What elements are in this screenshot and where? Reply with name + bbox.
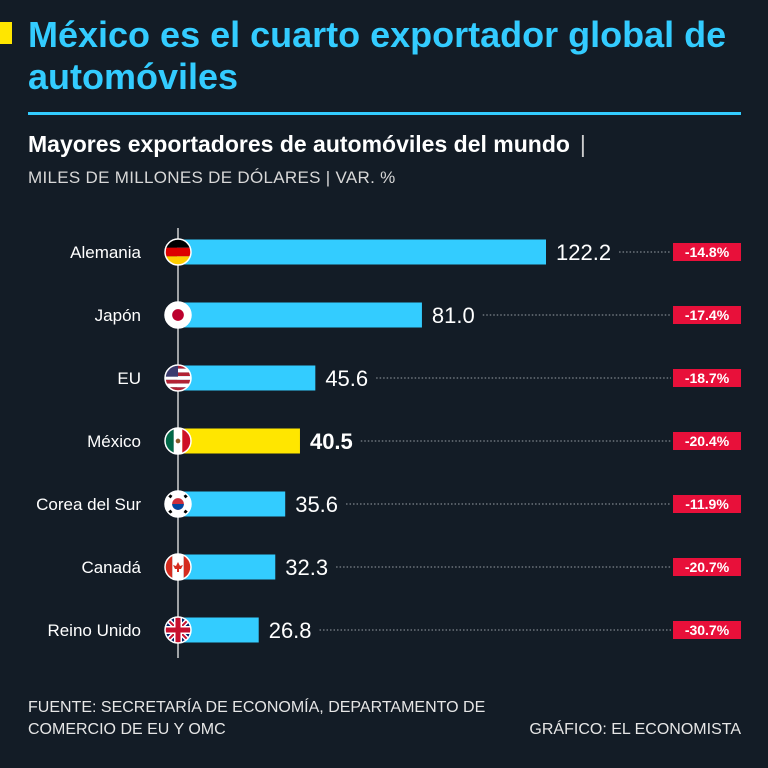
change-badge — [673, 621, 741, 639]
value-label: 81.0 — [432, 303, 475, 328]
flag-part — [165, 383, 191, 388]
category-label: Canadá — [81, 558, 141, 577]
flag-part — [165, 247, 191, 257]
title-divider — [28, 112, 741, 115]
flag-outline — [164, 301, 192, 329]
germany-flag-icon — [165, 239, 191, 265]
category-label: México — [87, 432, 141, 451]
category-label: Alemania — [70, 243, 141, 262]
bar — [178, 491, 286, 517]
flag-part — [165, 376, 191, 380]
value-label: 35.6 — [295, 492, 338, 517]
change-label: -20.7% — [685, 559, 730, 575]
credit-note: GRÁFICO: EL ECONOMISTA — [529, 721, 741, 738]
bar — [178, 554, 276, 580]
flag-outline — [164, 616, 192, 644]
change-badge — [673, 432, 741, 450]
value-label: 26.8 — [269, 618, 312, 643]
bar-row: Corea del Sur 35.6 -11.9% — [36, 490, 741, 518]
bar-row: Reino Unido 26.8 -30.7% — [47, 616, 741, 644]
subtitle-text: Mayores exportadores de automóviles del … — [28, 131, 570, 157]
chart-units: MILES DE MILLONES DE DÓLARES | VAR. % — [28, 168, 396, 187]
chart-subtitle: Mayores exportadores de automóviles del … — [28, 131, 586, 158]
category-label: Reino Unido — [47, 621, 141, 640]
usa-flag-icon — [165, 365, 191, 391]
flag-part — [173, 562, 183, 572]
bar — [178, 239, 546, 265]
flag-part — [165, 387, 191, 391]
bar-row: Canadá 32.3 -20.7% — [81, 553, 741, 581]
flag-part — [165, 239, 191, 248]
mexico-flag-icon — [165, 428, 191, 454]
change-badge — [673, 306, 741, 324]
category-label: Japón — [95, 306, 141, 325]
flag-part — [183, 554, 191, 580]
change-badge — [673, 243, 741, 261]
bar — [178, 302, 422, 328]
change-label: -18.7% — [685, 370, 730, 386]
source-note: FUENTE: SECRETARÍA DE ECONOMÍA, DEPARTAM… — [28, 699, 486, 738]
flag-outline — [164, 238, 192, 266]
flag-part — [165, 379, 191, 384]
value-label: 122.2 — [556, 240, 611, 265]
change-label: -30.7% — [685, 622, 730, 638]
change-badge — [673, 369, 741, 387]
bar — [178, 365, 316, 391]
flag-part — [182, 428, 191, 454]
value-label: 32.3 — [285, 555, 328, 580]
change-label: -14.8% — [685, 244, 730, 260]
flag-part — [165, 428, 174, 454]
value-label: 40.5 — [310, 429, 353, 454]
bar-row: Alemania 122.2 -14.8% — [70, 238, 741, 266]
flag-part — [165, 365, 178, 377]
bar-row: EU 45.6 -18.7% — [117, 364, 741, 392]
bar — [178, 428, 300, 454]
flag-part — [165, 554, 173, 580]
change-label: -17.4% — [685, 307, 730, 323]
category-label: EU — [117, 369, 141, 388]
change-badge — [673, 495, 741, 513]
flag-part — [165, 627, 191, 633]
flag-outline — [164, 364, 192, 392]
flag-outline — [164, 553, 192, 581]
flag-part — [172, 309, 184, 321]
flag-outline — [164, 427, 192, 455]
change-badge — [673, 558, 741, 576]
value-label: 45.6 — [325, 366, 368, 391]
flag-part — [175, 438, 181, 444]
subtitle-separator: | — [579, 131, 586, 157]
bar-row: Japón 81.0 -17.4% — [95, 301, 741, 329]
bar-row: México 40.5 -20.4% — [87, 427, 741, 455]
flag-part — [165, 256, 191, 265]
accent-mark — [0, 22, 12, 44]
canada-flag-icon — [165, 554, 191, 580]
flag-outline — [164, 490, 192, 518]
change-label: -20.4% — [685, 433, 730, 449]
page-title: México es el cuarto exportador global de… — [28, 14, 727, 97]
category-label: Corea del Sur — [36, 495, 141, 514]
flag-part — [172, 504, 184, 510]
change-label: -11.9% — [685, 496, 729, 512]
